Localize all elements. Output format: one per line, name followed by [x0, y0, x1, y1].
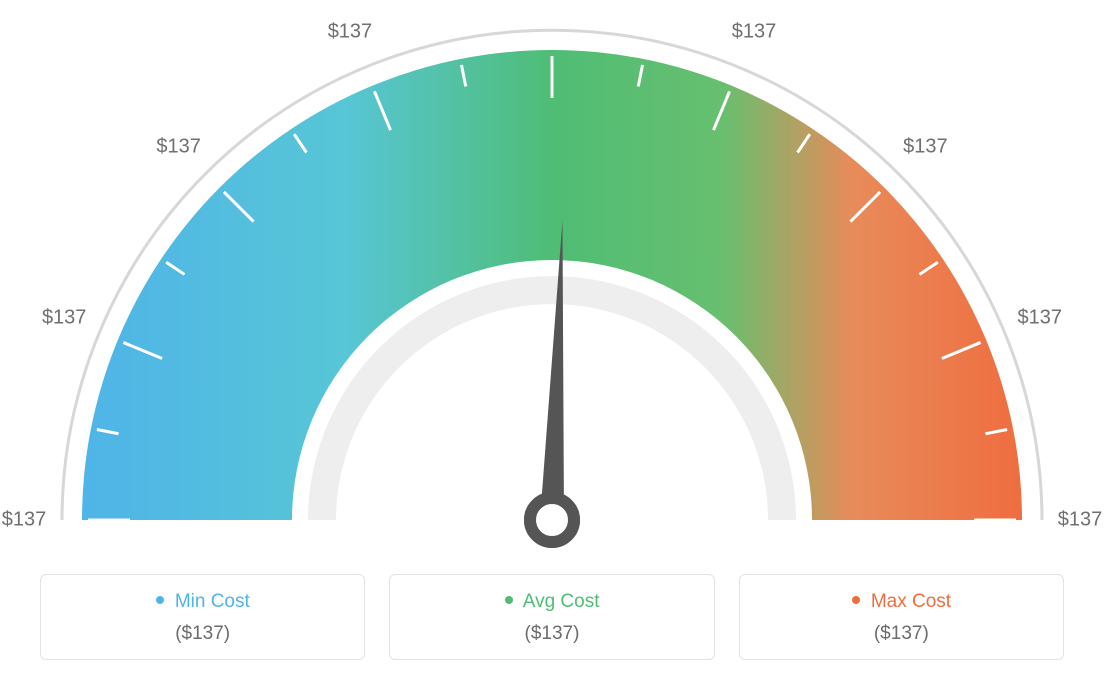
legend-card-max: Max Cost ($137): [739, 574, 1064, 660]
dot-icon: [852, 596, 860, 604]
legend-row: Min Cost ($137) Avg Cost ($137) Max Cost…: [40, 574, 1064, 660]
gauge-tick-label: $137: [328, 21, 373, 44]
legend-value-max: ($137): [750, 623, 1053, 645]
gauge-tick-label: $137: [42, 306, 87, 329]
legend-card-avg: Avg Cost ($137): [389, 574, 714, 660]
legend-title-avg: Avg Cost: [400, 591, 703, 613]
legend-card-min: Min Cost ($137): [40, 574, 365, 660]
gauge-tick-label: $137: [1018, 306, 1063, 329]
gauge-tick-label: $137: [2, 509, 47, 532]
legend-label: Max Cost: [871, 591, 951, 612]
dot-icon: [505, 596, 513, 604]
gauge-chart: $137 $137 $137 $137 $137 $137 $137 $137 $137: [0, 0, 1104, 560]
gauge-tick-label: $137: [1058, 509, 1103, 532]
gauge-tick-label: $137: [156, 135, 201, 158]
dot-icon: [156, 596, 164, 604]
legend-value-min: ($137): [51, 623, 354, 645]
legend-title-min: Min Cost: [51, 591, 354, 613]
chart-container: $137 $137 $137 $137 $137 $137 $137 $137 $137 Min…: [0, 0, 1104, 690]
gauge-tick-label: $137: [732, 21, 777, 44]
gauge-svg: [0, 0, 1104, 560]
legend-label: Avg Cost: [523, 591, 600, 612]
gauge-tick-label: $137: [903, 135, 948, 158]
gauge-tick-label: $137: [530, 0, 575, 4]
legend-value-avg: ($137): [400, 623, 703, 645]
legend-label: Min Cost: [175, 591, 250, 612]
legend-title-max: Max Cost: [750, 591, 1053, 613]
